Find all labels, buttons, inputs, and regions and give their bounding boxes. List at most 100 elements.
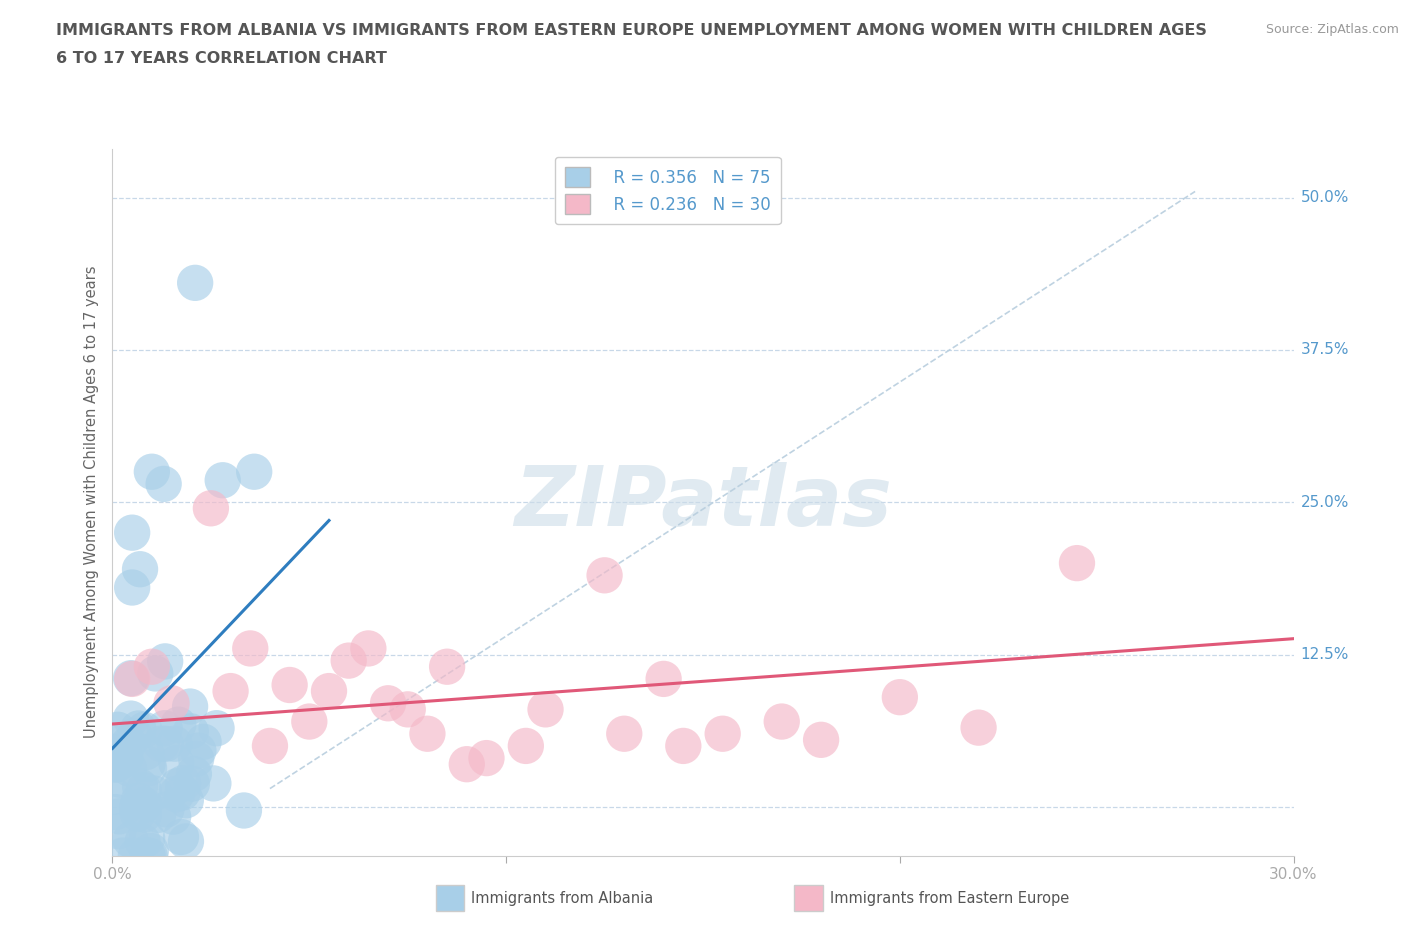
Point — [205, 721, 228, 736]
Text: 6 TO 17 YEARS CORRELATION CHART: 6 TO 17 YEARS CORRELATION CHART — [56, 51, 387, 66]
Point — [179, 699, 201, 714]
Point — [120, 671, 142, 685]
Point — [416, 726, 439, 741]
Point — [167, 717, 190, 732]
Point — [143, 786, 166, 801]
Point — [143, 666, 166, 681]
Point — [239, 641, 262, 656]
Text: Source: ZipAtlas.com: Source: ZipAtlas.com — [1265, 23, 1399, 36]
Point — [593, 568, 616, 583]
Point — [121, 671, 143, 686]
Point — [108, 809, 131, 824]
Point — [318, 684, 340, 698]
Point — [101, 736, 124, 751]
Point — [105, 757, 128, 772]
Point — [232, 803, 254, 817]
Point — [152, 476, 174, 491]
Point — [172, 776, 194, 790]
Point — [534, 702, 557, 717]
Text: ZIPatlas: ZIPatlas — [515, 461, 891, 543]
Point — [104, 757, 127, 772]
Point — [456, 757, 478, 772]
Point — [436, 659, 458, 674]
Point — [219, 684, 242, 698]
Point — [1066, 556, 1088, 571]
Point — [180, 724, 202, 738]
Point — [121, 580, 143, 595]
Point — [613, 726, 636, 741]
Point — [107, 824, 129, 839]
Point — [120, 711, 142, 726]
Point — [166, 787, 188, 802]
Point — [134, 797, 156, 812]
Point — [186, 751, 208, 766]
Point — [114, 750, 136, 764]
Point — [132, 807, 155, 822]
Point — [377, 696, 399, 711]
Point — [129, 562, 152, 577]
Point — [153, 654, 176, 669]
Point — [259, 738, 281, 753]
Text: Immigrants from Eastern Europe: Immigrants from Eastern Europe — [830, 891, 1069, 906]
Y-axis label: Unemployment Among Women with Children Ages 6 to 17 years: Unemployment Among Women with Children A… — [84, 266, 100, 738]
Point — [180, 777, 202, 791]
Point — [174, 834, 197, 849]
Point — [770, 714, 793, 729]
Point — [357, 641, 380, 656]
Point — [150, 737, 173, 751]
Point — [165, 755, 187, 770]
Point — [337, 653, 360, 668]
Point — [155, 802, 177, 817]
Point — [184, 275, 207, 290]
Point — [174, 793, 197, 808]
Point — [396, 702, 419, 717]
Point — [108, 773, 131, 788]
Point — [111, 848, 134, 863]
Point — [967, 720, 990, 735]
Point — [202, 776, 225, 790]
Point — [136, 830, 159, 845]
Point — [124, 728, 146, 743]
Point — [170, 830, 193, 844]
Point — [103, 744, 125, 759]
Point — [120, 832, 142, 847]
Text: Immigrants from Albania: Immigrants from Albania — [471, 891, 654, 906]
Point — [127, 721, 149, 736]
Text: 37.5%: 37.5% — [1301, 342, 1348, 357]
Text: 50.0%: 50.0% — [1301, 190, 1348, 205]
Point — [132, 783, 155, 798]
Point — [298, 714, 321, 729]
Point — [125, 801, 148, 816]
Point — [107, 723, 129, 737]
Point — [163, 737, 186, 751]
Point — [136, 848, 159, 863]
Point — [153, 721, 176, 736]
Point — [104, 804, 127, 819]
Point — [141, 659, 163, 674]
Point — [211, 472, 233, 487]
Point — [134, 723, 156, 737]
Point — [243, 464, 266, 479]
Point — [146, 807, 169, 822]
Point — [128, 793, 150, 808]
Point — [127, 806, 149, 821]
Text: IMMIGRANTS FROM ALBANIA VS IMMIGRANTS FROM EASTERN EUROPE UNEMPLOYMENT AMONG WOM: IMMIGRANTS FROM ALBANIA VS IMMIGRANTS FR… — [56, 23, 1208, 38]
Point — [810, 733, 832, 748]
Point — [125, 848, 148, 863]
Text: 25.0%: 25.0% — [1301, 495, 1348, 510]
Point — [121, 525, 143, 540]
Point — [889, 690, 911, 705]
Point — [118, 761, 141, 776]
Point — [104, 790, 127, 804]
Point — [138, 761, 160, 776]
Point — [141, 464, 163, 479]
Point — [162, 809, 184, 824]
Point — [160, 696, 183, 711]
Point — [200, 501, 222, 516]
Point — [193, 735, 215, 750]
Point — [118, 736, 141, 751]
Point — [139, 844, 162, 858]
Point — [129, 779, 152, 794]
Point — [475, 751, 498, 765]
Point — [672, 738, 695, 753]
